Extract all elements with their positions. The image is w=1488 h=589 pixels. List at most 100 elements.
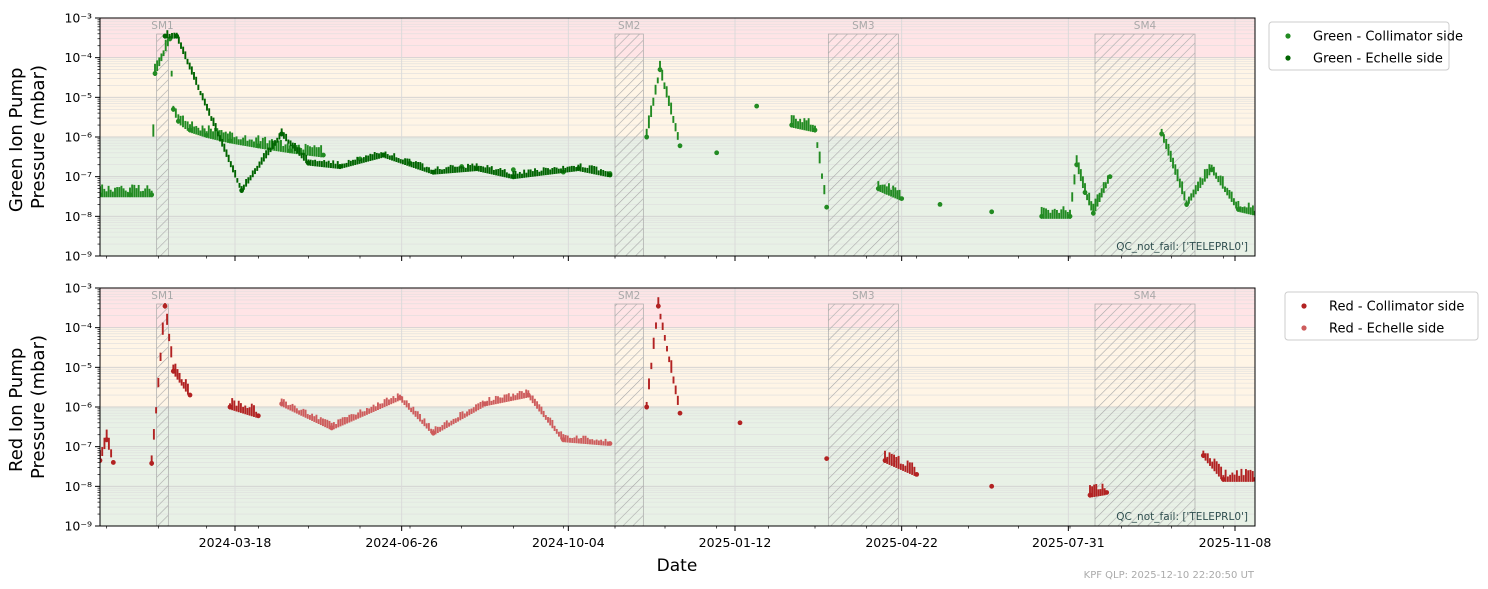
data-point (1104, 490, 1110, 495)
maintenance-hatch (156, 303, 169, 527)
x-axis-ticks (106, 256, 1236, 261)
y-tick-label: 10⁻⁵ (64, 360, 92, 375)
footer-timestamp: KPF QLP: 2025-12-10 22:20:50 UT (1084, 570, 1255, 581)
data-point (1220, 476, 1226, 482)
maintenance-label: SM1 (151, 290, 173, 302)
data-point (737, 420, 743, 426)
maintenance-periods: SM1 SM2 SM3 SM4 (151, 20, 1196, 257)
data-point (100, 192, 103, 198)
series-red-collimator (100, 297, 1255, 498)
data-point (110, 460, 116, 465)
legend-marker (1301, 325, 1307, 331)
data-point (1184, 201, 1190, 207)
data-point (714, 150, 720, 156)
data-point (1087, 492, 1093, 498)
data-point (255, 143, 261, 149)
y-axis-label-line1: Red Ion Pump (6, 348, 27, 472)
data-point (937, 201, 943, 207)
data-point (320, 152, 326, 158)
maintenance-label: SM2 (618, 290, 640, 302)
y-axis-label-line2: Pressure (mbar) (28, 65, 49, 209)
y-tick-label: 10⁻³ (64, 281, 92, 296)
band-good-pressure (100, 407, 1255, 526)
data-point (575, 166, 581, 171)
y-tick-label: 10⁻³ (64, 11, 92, 26)
data-point (397, 395, 403, 401)
band-good-pressure (100, 137, 1255, 256)
legend: Green - Collimator side Green - Echelle s… (1268, 21, 1463, 71)
data-point (812, 127, 818, 133)
data-point (174, 33, 180, 39)
data-point (789, 122, 795, 128)
data-point (644, 404, 650, 410)
legend-marker (1285, 33, 1291, 39)
y-tick-label: 10⁻⁷ (64, 169, 92, 184)
y-tick-label: 10⁻⁸ (64, 209, 92, 224)
x-tick-label: 2024-10-04 (532, 535, 605, 550)
x-tick-label: 2025-11-08 (1199, 535, 1272, 550)
data-point (279, 401, 285, 407)
data-point (655, 303, 661, 309)
y-tick-label: 10⁻⁶ (64, 130, 92, 145)
y-tick-label: 10⁻⁵ (64, 90, 92, 105)
data-point (187, 392, 193, 398)
x-tick-label: 2025-07-31 (1032, 535, 1105, 550)
y-tick-label: 10⁻⁴ (64, 320, 92, 335)
y-tick-label: 10⁻⁸ (64, 479, 92, 494)
y-tick-label: 10⁻⁴ (64, 50, 92, 65)
data-point (1107, 174, 1113, 180)
data-point (204, 132, 210, 138)
data-point (677, 143, 683, 149)
legend-box (1268, 21, 1450, 71)
data-point (482, 401, 488, 407)
data-point (149, 192, 155, 198)
legend-marker (1301, 303, 1307, 309)
legend-entry: Green - Echelle side (1313, 52, 1443, 67)
data-point (899, 196, 905, 201)
data-point (127, 192, 133, 198)
x-axis-ticks: 2024-03-18 2024-06-26 2024-10-04 2025-01-12… (106, 526, 1272, 550)
y-axis-ticks: 10⁻⁹ 10⁻⁸ 10⁻⁷ 10⁻⁶ 10⁻⁵ 10⁻⁴ 10⁻³ (64, 281, 100, 534)
data-point (607, 441, 613, 446)
data-point (170, 106, 176, 112)
data-point (510, 174, 516, 180)
data-point (677, 410, 683, 416)
maintenance-label: SM3 (852, 290, 874, 302)
data-point (1252, 476, 1255, 482)
legend-entry: Red - Echelle side (1329, 322, 1444, 337)
data-point (279, 131, 285, 137)
qc-annotation: QC_not_fail: ['TELEPRL0'] (1116, 241, 1248, 253)
data-point (305, 160, 311, 166)
maintenance-hatch (827, 303, 899, 527)
x-tick-label: 2024-03-18 (199, 535, 272, 550)
data-point (337, 164, 343, 169)
data-point (100, 458, 103, 463)
series-green-echelle (162, 30, 613, 193)
red-pressure-panel: SM1 SM2 SM3 SM4 10⁻⁹10⁻⁸10⁻⁷10⁻⁶10⁻⁵10⁻⁴10⁻… (6, 281, 1479, 550)
y-tick-label: 10⁻⁶ (64, 400, 92, 415)
maintenance-hatch (1094, 303, 1196, 527)
data-point (1082, 190, 1088, 195)
data-point (875, 186, 881, 192)
data-point (329, 425, 335, 431)
data-point (162, 303, 168, 309)
data-point (162, 33, 168, 39)
maintenance-label: SM4 (1134, 20, 1157, 32)
data-point (657, 67, 663, 73)
data-point (1039, 213, 1045, 219)
band-high-pressure (100, 18, 1255, 58)
y-axis-label: Red Ion Pump Pressure (mbar) (6, 335, 49, 479)
data-point (607, 172, 613, 178)
maintenance-hatch (1094, 33, 1196, 257)
y-axis-label: Green Ion Pump Pressure (mbar) (6, 62, 49, 212)
data-point (510, 167, 516, 173)
data-point (1252, 210, 1255, 216)
data-point (525, 392, 531, 398)
x-tick-label: 2025-01-12 (699, 535, 772, 550)
legend-box (1284, 291, 1479, 341)
data-point (149, 460, 155, 466)
maintenance-label: SM4 (1134, 290, 1157, 302)
gridlines (100, 288, 1255, 527)
data-point (152, 71, 158, 76)
